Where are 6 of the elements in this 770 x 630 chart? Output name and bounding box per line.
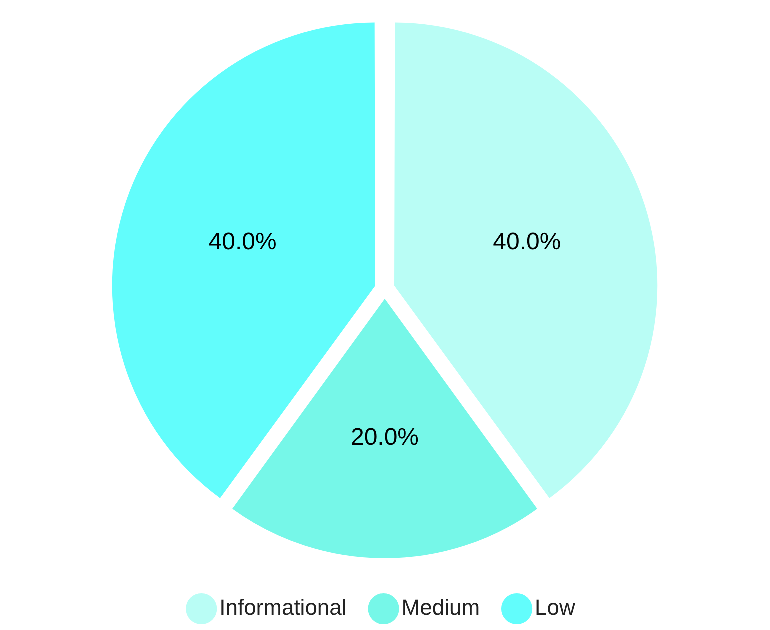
data-label: 40.0% xyxy=(493,228,562,256)
data-label: 20.0% xyxy=(350,424,420,452)
data-label: 40.0% xyxy=(208,228,277,256)
legend-label: Informational xyxy=(220,595,347,620)
legend-label: Low xyxy=(535,595,576,620)
legend-label: Medium xyxy=(402,595,480,620)
